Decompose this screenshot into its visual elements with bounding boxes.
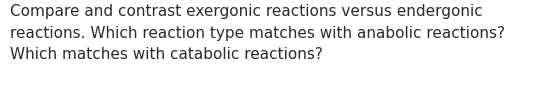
Text: Compare and contrast exergonic reactions versus endergonic
reactions. Which reac: Compare and contrast exergonic reactions… — [10, 4, 505, 62]
